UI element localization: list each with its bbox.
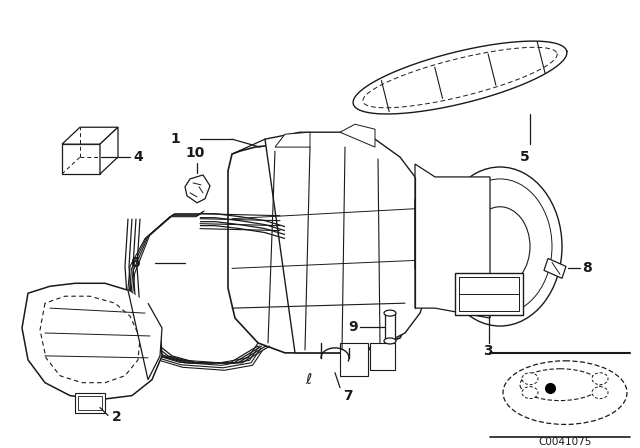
Polygon shape — [415, 164, 490, 318]
Ellipse shape — [522, 387, 538, 399]
Ellipse shape — [520, 369, 600, 401]
Ellipse shape — [592, 373, 608, 385]
Polygon shape — [370, 343, 395, 370]
Polygon shape — [75, 392, 105, 413]
Ellipse shape — [384, 310, 396, 316]
Text: 4: 4 — [133, 150, 143, 164]
Text: $\ell$: $\ell$ — [305, 372, 313, 387]
Ellipse shape — [470, 207, 530, 286]
Ellipse shape — [592, 387, 608, 399]
Text: 9: 9 — [348, 320, 358, 334]
Polygon shape — [415, 199, 430, 238]
Polygon shape — [22, 283, 162, 400]
Polygon shape — [340, 124, 375, 147]
Polygon shape — [100, 127, 118, 174]
Ellipse shape — [503, 361, 627, 424]
Text: 8: 8 — [582, 261, 592, 276]
Text: C0041075: C0041075 — [538, 437, 592, 448]
Polygon shape — [40, 296, 140, 383]
Text: 2: 2 — [112, 410, 122, 424]
Polygon shape — [340, 343, 368, 376]
Polygon shape — [265, 132, 435, 353]
Text: 5: 5 — [520, 150, 530, 164]
Bar — [459, 277, 519, 311]
Ellipse shape — [384, 338, 396, 344]
Polygon shape — [228, 144, 415, 353]
Polygon shape — [275, 132, 310, 147]
Polygon shape — [62, 127, 118, 144]
Ellipse shape — [438, 167, 562, 326]
Text: 6: 6 — [131, 256, 140, 271]
Text: 3: 3 — [483, 344, 493, 358]
Polygon shape — [415, 219, 435, 293]
Ellipse shape — [522, 373, 538, 385]
Polygon shape — [78, 396, 102, 409]
Polygon shape — [385, 313, 395, 341]
Ellipse shape — [448, 179, 552, 314]
Polygon shape — [185, 175, 210, 203]
Text: 10: 10 — [185, 146, 204, 160]
Bar — [455, 273, 523, 315]
Polygon shape — [62, 144, 100, 174]
Polygon shape — [128, 290, 162, 380]
Text: 7: 7 — [343, 388, 353, 403]
Polygon shape — [544, 258, 566, 278]
Text: 1: 1 — [170, 132, 180, 146]
